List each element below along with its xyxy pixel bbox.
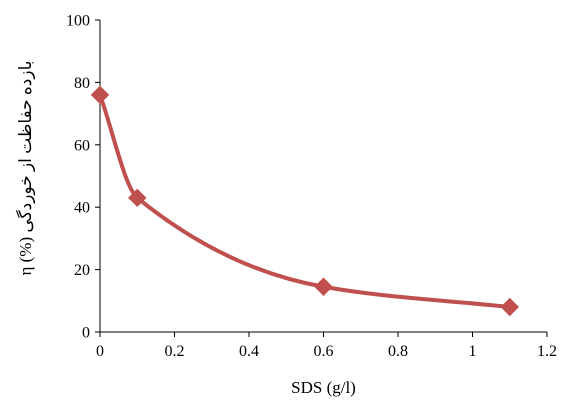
x-ticks: 0 0.2 0.4 0.6 0.8 1 1.2 [96,332,557,360]
x-tick-label: 0.2 [165,343,185,360]
series-line [98,92,512,310]
y-tick-label: 20 [74,262,90,279]
series-layer [90,85,519,317]
data-point-marker [500,297,519,317]
x-tick-label: 0.8 [388,343,408,360]
data-point-marker [128,188,147,208]
x-tick-label: 0 [96,343,104,360]
y-tick-label: 40 [74,200,90,217]
y-tick-label: 60 [74,137,90,154]
x-axis-title: SDS (g/l) [291,378,356,397]
x-tick-label: 0.6 [314,343,334,360]
y-tick-label: 80 [74,75,90,92]
x-tick-label: 0.4 [239,343,259,360]
y-tick-label: 100 [66,13,90,30]
data-point-marker [314,277,333,296]
y-tick-label: 0 [82,325,90,342]
x-tick-label: 1 [469,343,477,360]
y-ticks: 0 20 40 60 80 100 [66,13,100,342]
data-point-marker [90,85,110,105]
y-axis-title: η (%) بازده حفاظت از خوردگی [15,61,36,276]
x-tick-label: 1.2 [537,343,557,360]
